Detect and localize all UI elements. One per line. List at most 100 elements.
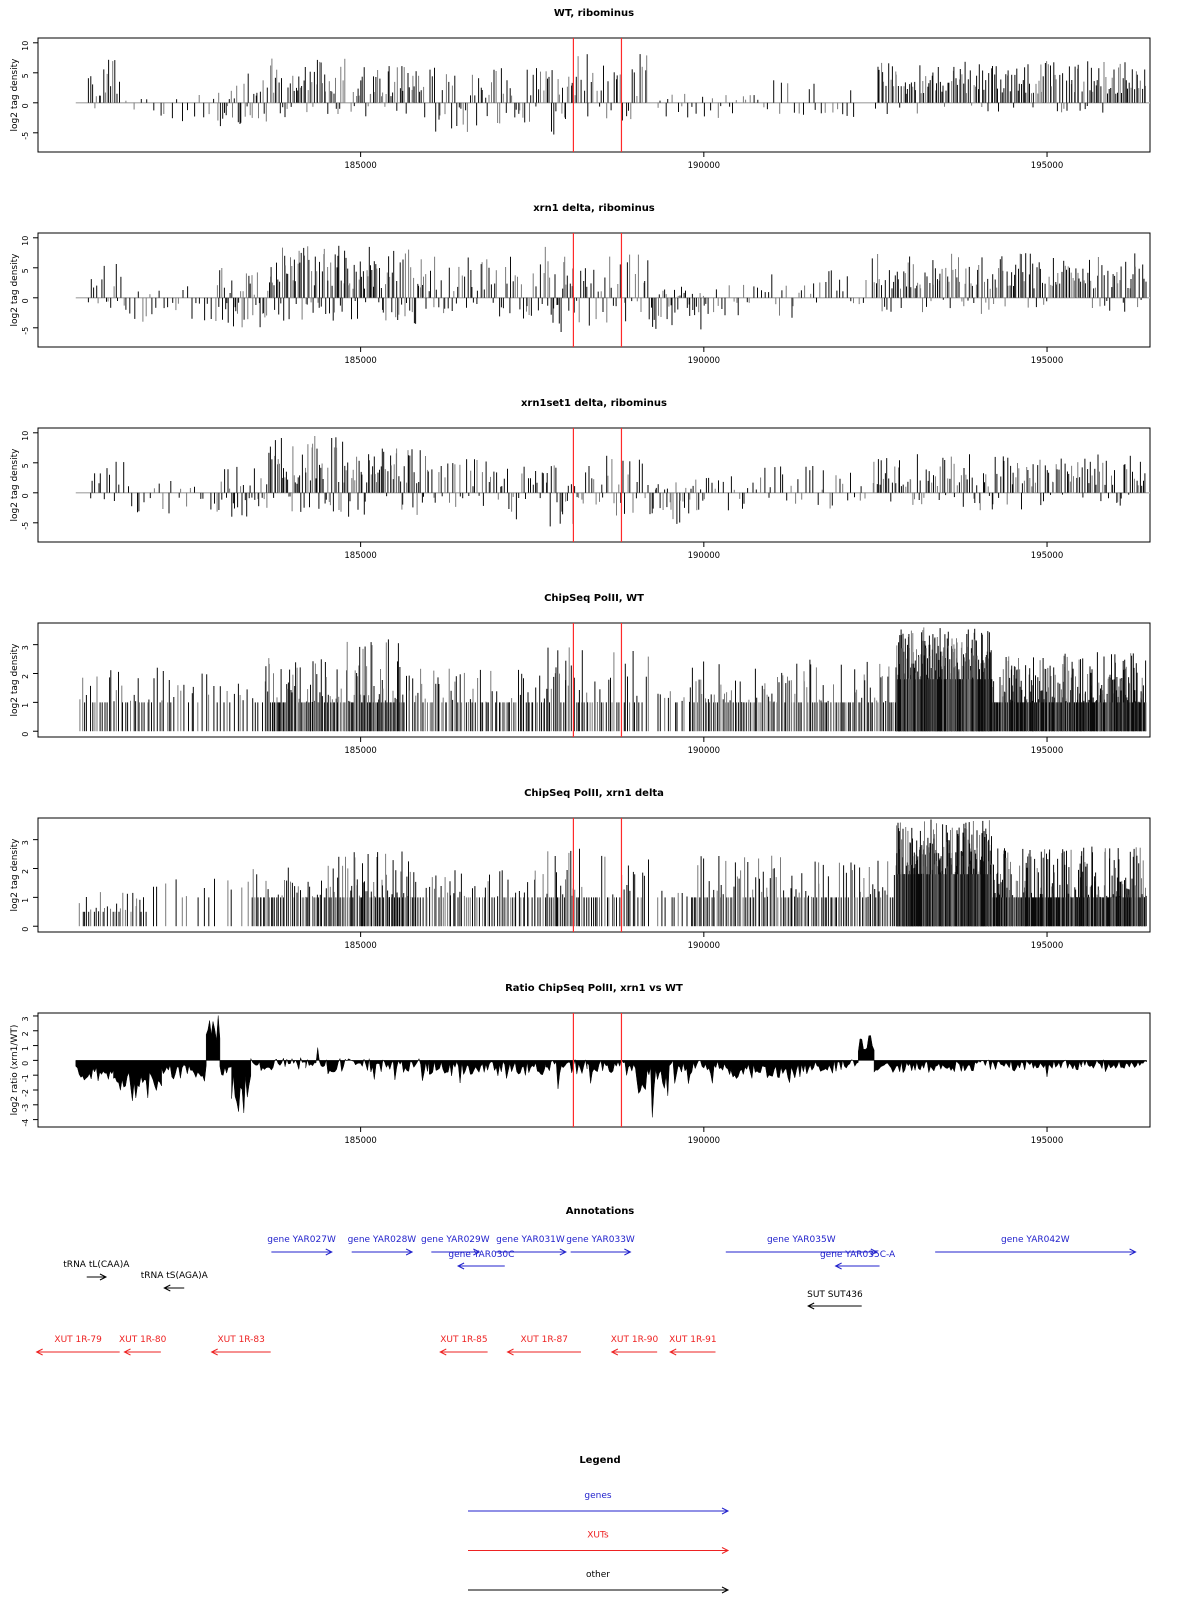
- gene-label: gene YAR028W: [348, 1235, 417, 1245]
- x-tick-label: 195000: [1031, 941, 1063, 951]
- y-tick-label: -5: [21, 132, 30, 140]
- other-feature-label: SUT SUT436: [807, 1290, 863, 1300]
- y-tick-label: 1: [21, 703, 30, 708]
- panel-title: ChipSeq PolII, xrn1 delta: [524, 788, 664, 799]
- gene-arrow-head: [559, 1248, 567, 1256]
- legend-item-label: XUTs: [587, 1531, 609, 1541]
- y-tick-label: 3: [21, 1016, 30, 1021]
- x-tick-label: 185000: [344, 941, 376, 951]
- density-bars: [90, 436, 1146, 527]
- gene-arrow-head: [834, 1262, 842, 1270]
- y-tick-label: -3: [21, 1104, 30, 1112]
- axes: 185000 190000 195000 10 5 0 -5: [21, 431, 1063, 561]
- plot-box: [37, 1012, 1151, 1128]
- xut-label: XUT 1R-80: [119, 1335, 167, 1345]
- density-track-plot: 185000 190000 195000 0 1 2 3: [21, 622, 1151, 756]
- x-tick-label: 190000: [688, 941, 720, 951]
- x-tick-label: 185000: [344, 356, 376, 366]
- other-feature-arrow-head: [99, 1273, 108, 1281]
- y-tick-label: 0: [21, 927, 30, 932]
- xut-arrow-head: [610, 1348, 619, 1356]
- xut-label: XUT 1R-87: [521, 1335, 568, 1345]
- other-feature-label: tRNA tL(CAA)A: [63, 1260, 130, 1270]
- plot-box: [37, 232, 1151, 348]
- y-tick-label: 0: [21, 493, 30, 498]
- gene-label: gene YAR031W: [496, 1235, 565, 1245]
- xut-arrow-head: [123, 1348, 131, 1356]
- legend-track: genes XUTs other: [468, 1491, 730, 1594]
- legend-arrowhead: [721, 1586, 730, 1594]
- ratio-area: [75, 1015, 1147, 1118]
- x-tick-label: 190000: [688, 356, 720, 366]
- legend-arrowhead: [721, 1507, 730, 1515]
- x-tick-label: 195000: [1031, 551, 1063, 561]
- y-tick-label: -4: [21, 1119, 30, 1127]
- y-tick-label: 5: [21, 463, 30, 468]
- panel-title: Ratio ChipSeq PolII, xrn1 vs WT: [505, 983, 683, 994]
- panel-title: WT, ribominus: [553, 8, 635, 19]
- gene-arrow-head: [325, 1248, 333, 1256]
- plot-box: [37, 817, 1151, 933]
- gene-label: gene YAR035W: [767, 1235, 836, 1245]
- x-tick-label: 185000: [344, 1136, 376, 1146]
- gene-arrow-head: [456, 1262, 465, 1270]
- xut-arrow-head: [669, 1348, 677, 1356]
- x-tick-label: 190000: [688, 1136, 720, 1146]
- panel-chipseq-xrn1: ChipSeq PolII, xrn1 delta log2 tag densi…: [0, 780, 1200, 965]
- gene-arrow-head: [1129, 1248, 1137, 1256]
- xut-arrow-head: [439, 1348, 447, 1356]
- xut-arrow-head: [210, 1348, 218, 1356]
- legend-arrowhead: [721, 1547, 730, 1554]
- density-bars: [87, 245, 1147, 332]
- y-tick-label: 10: [21, 236, 30, 246]
- annotations-title: Annotations: [565, 1206, 635, 1217]
- ratio-area-path: [75, 1015, 1147, 1118]
- density-track-plot: 185000 190000 195000 10 5 0 -5: [21, 427, 1151, 561]
- x-tick-label: 185000: [344, 161, 376, 171]
- y-tick-label: 5: [21, 73, 30, 78]
- legend-item-label: other: [586, 1570, 610, 1580]
- y-tick-label: 0: [21, 1061, 30, 1066]
- x-tick-label: 190000: [688, 161, 720, 171]
- y-tick-label: 10: [21, 431, 30, 441]
- gene-label: gene YAR035C-A: [820, 1250, 896, 1260]
- xut-arrow-head: [35, 1348, 43, 1356]
- panel-title: xrn1 delta, ribominus: [533, 203, 655, 214]
- legend-title: Legend: [579, 1455, 621, 1466]
- y-tick-label: 10: [21, 41, 30, 51]
- density-bars: [78, 819, 1147, 927]
- axes: 185000 190000 195000 3 2 1 0 -1 -2 -3 -4: [21, 1015, 1063, 1146]
- other-feature-arrow-head: [163, 1284, 171, 1292]
- panel-wt-ribominus: WT, ribominus log2 tag density 185000 190…: [0, 0, 1200, 185]
- x-tick-label: 185000: [344, 551, 376, 561]
- plot-box: [37, 37, 1151, 153]
- density-track-plot: 185000 190000 195000 10 5 0 -5: [21, 232, 1151, 366]
- panel-xrn1set1-ribominus: xrn1set1 delta, ribominus log2 tag densi…: [0, 390, 1200, 575]
- gene-arrow-head: [405, 1248, 414, 1256]
- annotations-track: gene YAR027W gene YAR028W gene YAR029W gene…: [35, 1235, 1137, 1356]
- x-tick-label: 195000: [1031, 746, 1063, 756]
- x-tick-label: 190000: [688, 551, 720, 561]
- gene-label: gene YAR030C: [448, 1250, 514, 1260]
- y-tick-label: 5: [21, 268, 30, 273]
- x-tick-label: 195000: [1031, 161, 1063, 171]
- density-bars: [87, 54, 1146, 135]
- density-bars: [79, 627, 1147, 732]
- other-feature-label: tRNA tS(AGA)A: [141, 1271, 209, 1281]
- gene-label: gene YAR029W: [421, 1235, 490, 1245]
- y-tick-label: 2: [21, 1031, 30, 1036]
- density-track-plot: 185000 190000 195000 10 5 0 -5: [21, 37, 1151, 171]
- gene-arrow-head: [473, 1248, 481, 1256]
- plot-box: [37, 622, 1151, 738]
- other-feature-arrow-head: [807, 1302, 815, 1310]
- xut-arrow-head: [506, 1348, 514, 1356]
- y-tick-label: -2: [21, 1089, 30, 1097]
- ratio-track-plot: 185000 190000 195000 3 2 1 0 -1 -2 -3 -4: [21, 1012, 1151, 1146]
- gene-label: gene YAR033W: [566, 1235, 635, 1245]
- y-tick-label: -1: [21, 1074, 30, 1082]
- y-tick-label: -5: [21, 327, 30, 335]
- xut-label: XUT 1R-85: [440, 1335, 487, 1345]
- y-tick-label: 3: [21, 645, 30, 650]
- legend-item-label: genes: [584, 1491, 611, 1501]
